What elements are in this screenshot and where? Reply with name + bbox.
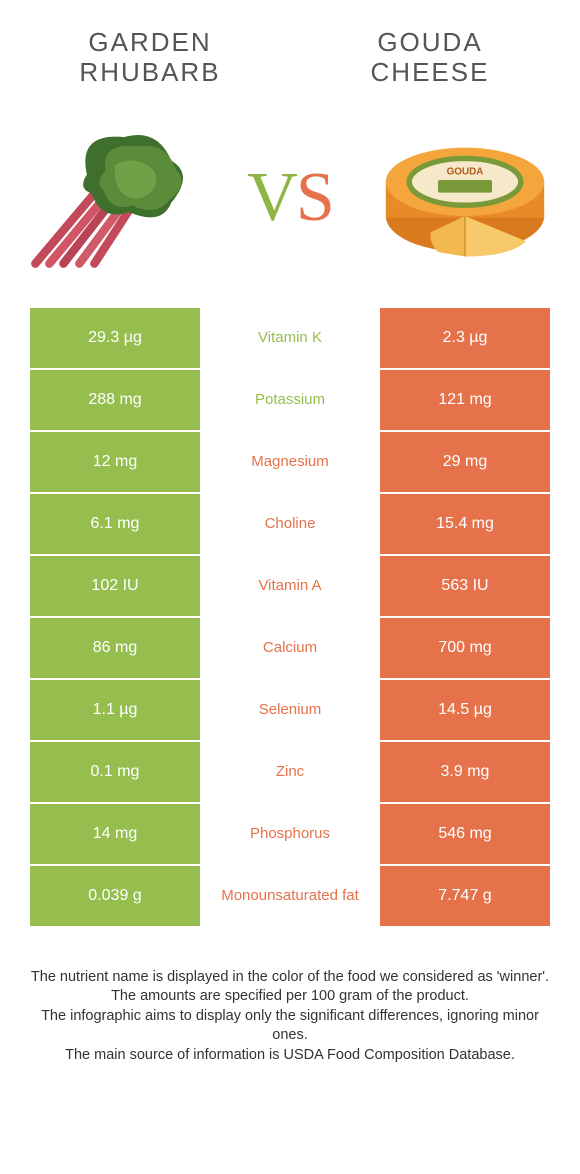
nutrient-label-cell: Zinc [200,742,380,802]
nutrient-label-cell: Vitamin K [200,308,380,368]
vs-label: VS [247,158,333,238]
table-row: 12 mgMagnesium29 mg [30,432,550,494]
right-value-cell: 546 mg [380,804,550,864]
left-value-cell: 102 IU [30,556,200,616]
nutrient-label-cell: Magnesium [200,432,380,492]
titles-row: GARDEN RHUBARB GOUDA CHEESE [0,0,580,88]
table-row: 0.1 mgZinc3.9 mg [30,742,550,804]
title-text: GARDEN [88,27,211,57]
vs-s: S [296,159,333,236]
nutrient-label-cell: Monounsaturated fat [200,866,380,926]
right-value-cell: 15.4 mg [380,494,550,554]
table-row: 86 mgCalcium700 mg [30,618,550,680]
table-row: 29.3 µgVitamin K2.3 µg [30,308,550,370]
vs-v: V [247,159,296,236]
left-value-cell: 0.1 mg [30,742,200,802]
right-value-cell: 7.747 g [380,866,550,926]
nutrient-label-cell: Choline [200,494,380,554]
right-food-title: GOUDA CHEESE [330,28,530,88]
right-value-cell: 2.3 µg [380,308,550,368]
left-value-cell: 1.1 µg [30,680,200,740]
hero-row: VS GOUDA [0,88,580,308]
left-value-cell: 14 mg [30,804,200,864]
infographic-container: GARDEN RHUBARB GOUDA CHEESE [0,0,580,1066]
left-value-cell: 86 mg [30,618,200,678]
left-value-cell: 29.3 µg [30,308,200,368]
footer-line: The main source of information is USDA F… [30,1046,550,1066]
footer-line: The nutrient name is displayed in the co… [30,968,550,988]
nutrient-label-cell: Calcium [200,618,380,678]
left-value-cell: 6.1 mg [30,494,200,554]
svg-text:GOUDA: GOUDA [447,166,484,177]
left-food-title: GARDEN RHUBARB [50,28,250,88]
footer-line: The infographic aims to display only the… [30,1007,550,1046]
table-row: 1.1 µgSelenium14.5 µg [30,680,550,742]
right-value-cell: 29 mg [380,432,550,492]
right-value-cell: 3.9 mg [380,742,550,802]
table-row: 14 mgPhosphorus546 mg [30,804,550,866]
rhubarb-image [20,118,210,278]
gouda-image: GOUDA [370,118,560,278]
right-value-cell: 121 mg [380,370,550,430]
left-value-cell: 0.039 g [30,866,200,926]
left-value-cell: 288 mg [30,370,200,430]
right-value-cell: 563 IU [380,556,550,616]
nutrient-label-cell: Vitamin A [200,556,380,616]
right-value-cell: 700 mg [380,618,550,678]
table-row: 288 mgPotassium121 mg [30,370,550,432]
title-text: CHEESE [371,57,490,87]
table-row: 0.039 gMonounsaturated fat7.747 g [30,866,550,928]
footer-line: The amounts are specified per 100 gram o… [30,987,550,1007]
nutrient-label-cell: Phosphorus [200,804,380,864]
title-text: RHUBARB [79,57,220,87]
title-text: GOUDA [377,27,482,57]
nutrient-label-cell: Potassium [200,370,380,430]
table-row: 102 IUVitamin A563 IU [30,556,550,618]
right-value-cell: 14.5 µg [380,680,550,740]
footer-notes: The nutrient name is displayed in the co… [30,968,550,1066]
nutrient-label-cell: Selenium [200,680,380,740]
table-row: 6.1 mgCholine15.4 mg [30,494,550,556]
nutrient-table: 29.3 µgVitamin K2.3 µg288 mgPotassium121… [30,308,550,928]
left-value-cell: 12 mg [30,432,200,492]
